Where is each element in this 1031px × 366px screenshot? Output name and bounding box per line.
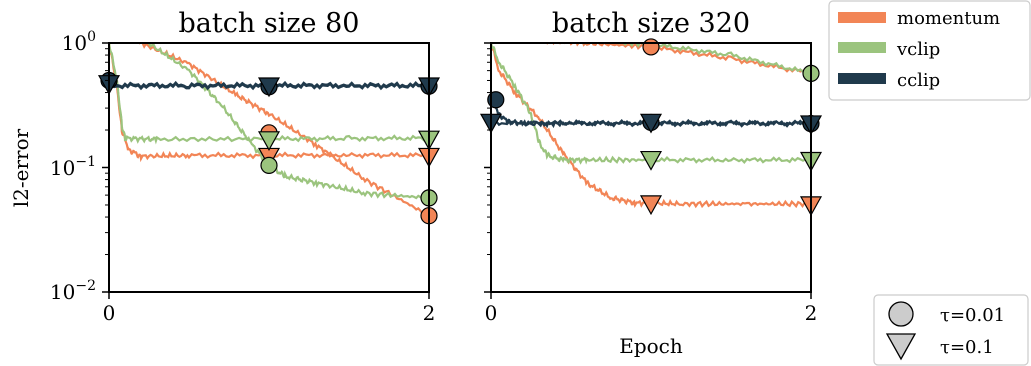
panel-batch-80: batch size 80 l2-error 100 10−1 10−2 0 2 (9, 8, 441, 325)
series-line-vclip-tau-0.1 (491, 43, 811, 165)
legend-swatch-momentum (838, 12, 886, 23)
x-ticks: 0 2 (485, 292, 818, 325)
legend-series: momentum vclip cclip (828, 0, 1031, 101)
series-line-vclip-tau-0.1 (109, 43, 429, 145)
legend-swatch-vclip (838, 42, 886, 53)
panel-title: batch size 80 (179, 8, 360, 39)
series-line-momentum-tau-0.01 (540, 43, 811, 77)
x-axis-label: Epoch (619, 334, 683, 358)
x-tick-label: 0 (485, 301, 498, 325)
x-tick-label: 2 (423, 301, 436, 325)
series-lines (109, 43, 429, 217)
plot-area-batch-80 (97, 42, 441, 293)
legend-label-tau-01: τ=0.1 (940, 337, 994, 358)
marker-vclip-tau-0.01 (260, 156, 278, 174)
legend-label-cclip: cclip (897, 70, 940, 91)
y-tick-label: 10−2 (50, 278, 96, 304)
series-line-vclip-tau-0.01 (576, 43, 811, 75)
y-tick-label: 100 (62, 29, 96, 55)
series-line-momentum-tau-0.01 (138, 43, 429, 217)
x-ticks: 0 2 (103, 292, 436, 325)
panel-batch-320: batch size 320 0 2 Epoch (479, 8, 823, 358)
y-minor-ticks (487, 48, 491, 256)
legend-circle-marker (888, 301, 914, 327)
legend-markers: τ=0.01 τ=0.1 (873, 294, 1029, 366)
legend-label-momentum: momentum (897, 8, 1000, 29)
y-ticks: 100 10−1 10−2 (50, 29, 109, 304)
y-tick-label: 10−1 (50, 154, 96, 180)
marker-cclip-tau-0.1 (639, 113, 663, 134)
series-line-momentum-tau-0.1 (491, 43, 811, 209)
marker-vclip-tau-0.1 (257, 131, 281, 152)
legend-triangle-marker (885, 333, 917, 361)
y-minor-ticks (105, 48, 109, 256)
marker-momentum-tau-0.01 (642, 38, 660, 56)
x-tick-label: 2 (805, 301, 818, 325)
y-axis-label: l2-error (9, 128, 33, 207)
plot-area-batch-320 (479, 38, 823, 293)
series-line-vclip-tau-0.01 (143, 43, 429, 201)
marker-vclip-tau-0.1 (639, 150, 663, 171)
marker-cclip-tau-0.1 (257, 77, 281, 98)
series-markers (97, 71, 441, 225)
panel-title: batch size 320 (552, 8, 750, 39)
legend-label-vclip: vclip (896, 39, 940, 60)
marker-momentum-tau-0.1 (639, 195, 663, 216)
legend-swatch-cclip (838, 73, 886, 84)
y-ticks (484, 42, 491, 293)
legend-label-tau-001: τ=0.01 (940, 305, 1005, 326)
x-tick-label: 0 (103, 301, 116, 325)
